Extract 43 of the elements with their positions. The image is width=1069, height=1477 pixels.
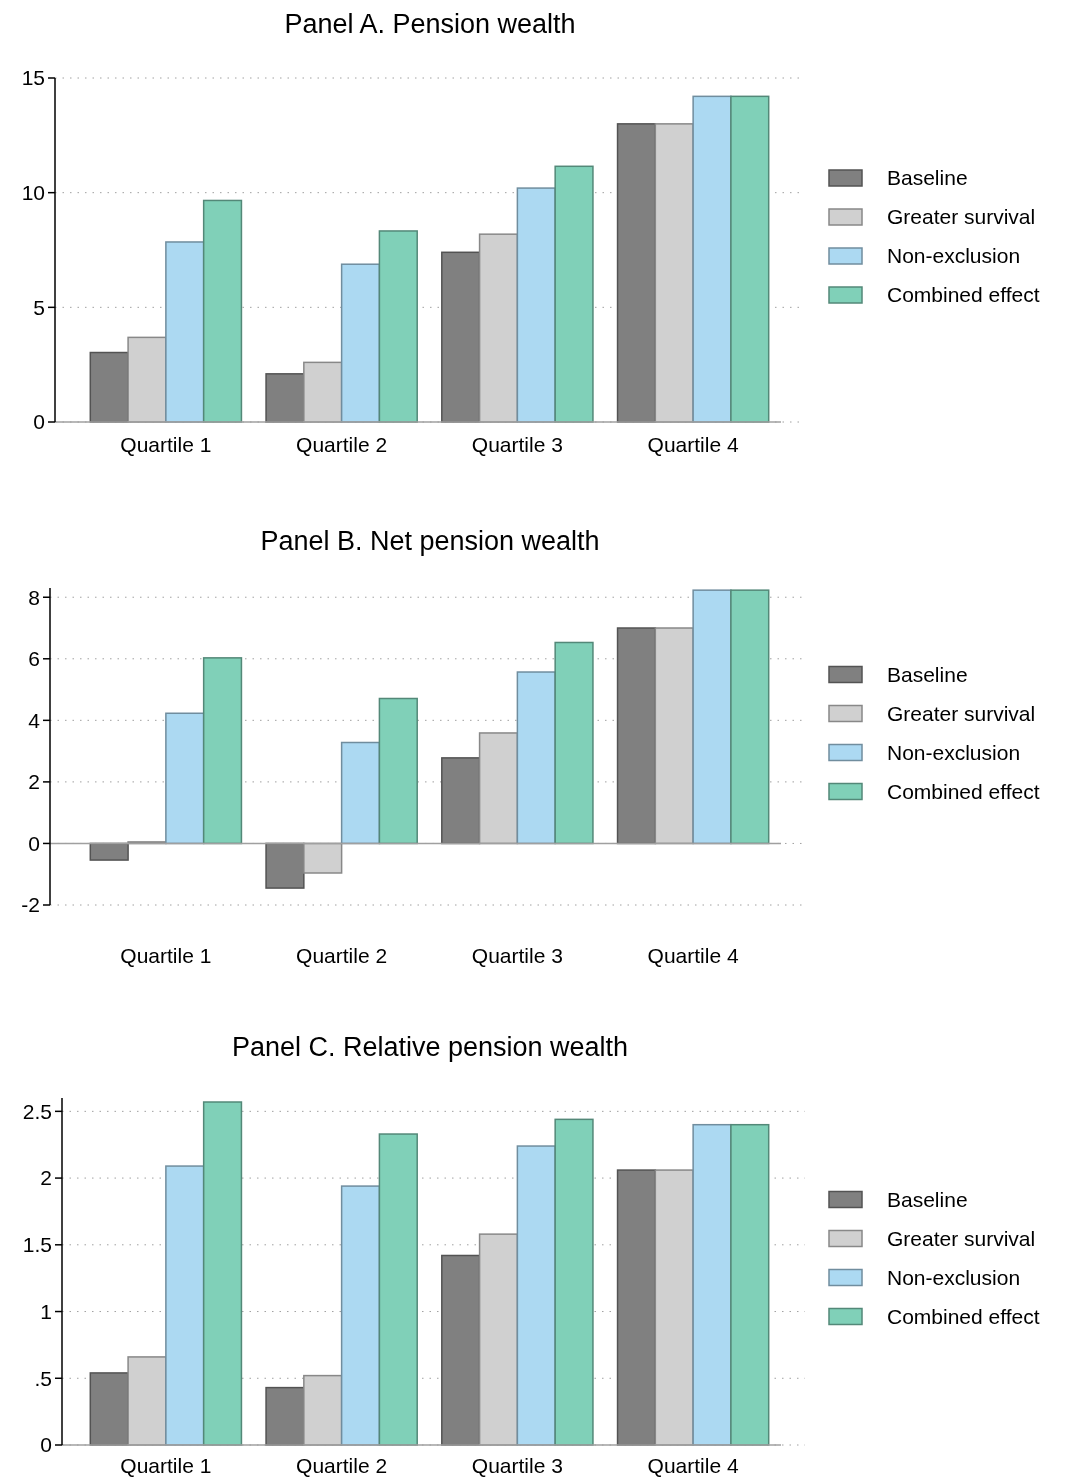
legend-label: Baseline <box>887 662 968 686</box>
chart-title: Panel B. Net pension wealth <box>260 526 600 556</box>
x-tick-label: Quartile 1 <box>120 433 212 456</box>
x-tick-label: Quartile 2 <box>296 944 388 967</box>
legend-label: Greater survival <box>887 205 1036 229</box>
y-tick-label: 0 <box>28 831 40 855</box>
x-tick-label: Quartile 4 <box>647 433 739 456</box>
x-tick-label: Quartile 1 <box>120 1454 212 1477</box>
x-tick-label: Quartile 3 <box>471 944 563 967</box>
y-tick-label: 15 <box>21 66 45 90</box>
legend-label: Greater survival <box>887 701 1036 725</box>
y-tick-label: 4 <box>28 708 41 732</box>
y-tick-label: 0 <box>40 1433 52 1457</box>
y-tick-label: -2 <box>21 893 40 917</box>
x-tick-label: Quartile 4 <box>647 944 739 967</box>
y-tick-label: 6 <box>28 647 40 671</box>
y-tick-label: 1.5 <box>22 1233 52 1257</box>
y-tick-label: 2.5 <box>22 1099 52 1123</box>
x-tick-label: Quartile 3 <box>471 1454 563 1477</box>
legend-label: Combined effect <box>887 779 1040 803</box>
y-tick-label: 2 <box>28 770 40 794</box>
x-tick-label: Quartile 2 <box>296 1454 388 1477</box>
legend-label: Non-exclusion <box>887 244 1021 268</box>
y-tick-label: 1 <box>40 1299 52 1323</box>
chart-title: Panel A. Pension wealth <box>284 9 576 39</box>
y-tick-label: 10 <box>21 181 45 205</box>
y-tick-label: 0 <box>33 410 45 434</box>
y-tick-label: 5 <box>33 295 45 319</box>
x-tick-label: Quartile 4 <box>647 1454 739 1477</box>
legend-label: Combined effect <box>887 1304 1040 1328</box>
x-tick-label: Quartile 1 <box>120 944 212 967</box>
y-tick-label: 8 <box>28 585 40 609</box>
x-tick-label: Quartile 3 <box>471 433 563 456</box>
legend-label: Baseline <box>887 1187 968 1211</box>
chart-title: Panel C. Relative pension wealth <box>231 1032 629 1062</box>
legend-label: Greater survival <box>887 1226 1036 1250</box>
legend-label: Non-exclusion <box>887 1265 1021 1289</box>
legend-label: Non-exclusion <box>887 740 1021 764</box>
x-tick-label: Quartile 2 <box>296 433 388 456</box>
y-tick-label: 2 <box>40 1166 52 1190</box>
legend-label: Baseline <box>887 166 968 190</box>
legend-label: Combined effect <box>887 283 1040 307</box>
y-tick-label: .5 <box>34 1366 52 1390</box>
